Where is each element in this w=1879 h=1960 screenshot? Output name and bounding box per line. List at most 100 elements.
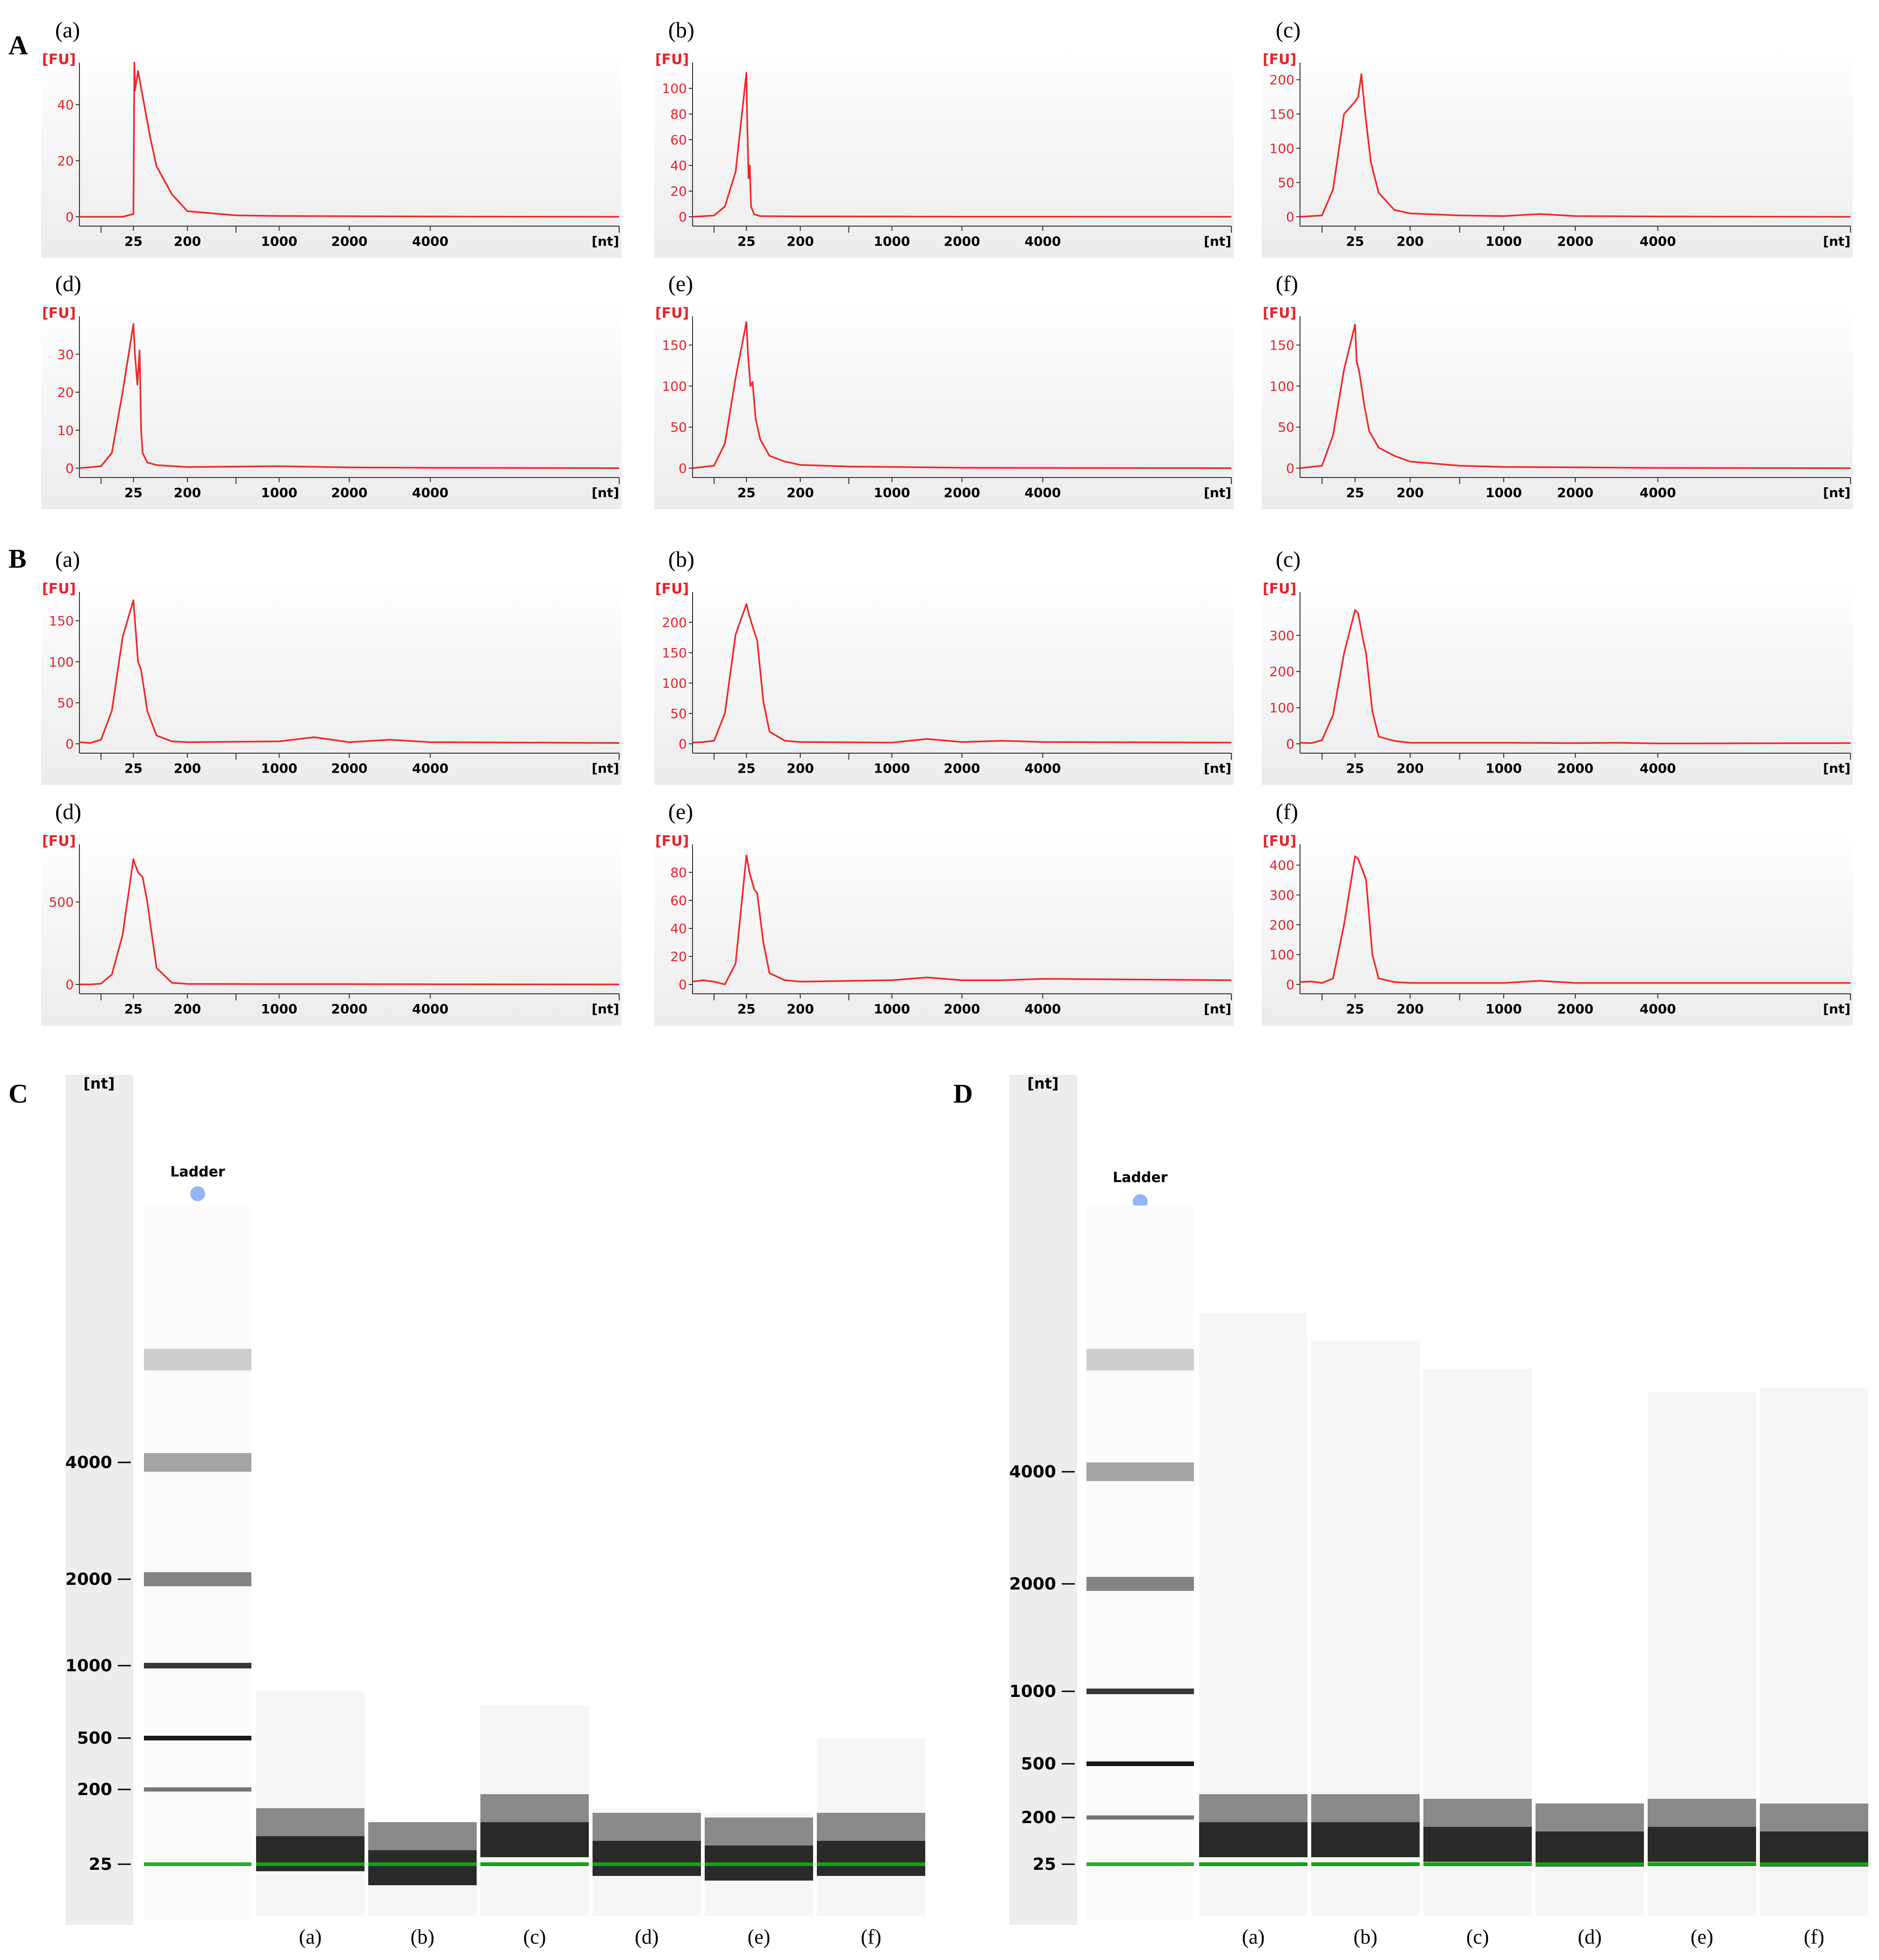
plot-background xyxy=(41,577,622,785)
x-tick-label: 200 xyxy=(786,234,814,249)
subplot-label: (a) xyxy=(55,547,80,572)
x-tick-label: 4000 xyxy=(1024,485,1061,500)
ladder-band xyxy=(144,1787,251,1792)
lane-label: (e) xyxy=(748,1925,771,1948)
x-unit-label: [nt] xyxy=(592,1001,619,1017)
lane-label: (f) xyxy=(1804,1925,1824,1948)
chart-A-c: (c) [FU] 0 50 100 150 200 25 200 1000 2000 4000 [nt] xyxy=(1262,18,1853,258)
ladder-band xyxy=(144,1453,251,1472)
x-tick-label: 25 xyxy=(1346,234,1364,249)
sample-smear xyxy=(480,1794,589,1822)
y-tick-label: 150 xyxy=(1270,337,1294,353)
x-tick-label: 2000 xyxy=(1557,234,1593,249)
x-tick-label: 25 xyxy=(737,485,756,500)
series-line xyxy=(1300,323,1851,469)
subplot-label: (f) xyxy=(1276,799,1298,824)
x-tick-label: 4000 xyxy=(1640,485,1676,500)
y-tick-label: 80 xyxy=(670,865,687,880)
x-tick-label: 4000 xyxy=(412,234,449,249)
ladder-band xyxy=(144,1572,251,1586)
lane-label: (b) xyxy=(1353,1925,1377,1948)
y-tick-label: 100 xyxy=(662,81,687,96)
gel-unit-label: [nt] xyxy=(83,1075,114,1092)
x-unit-label: [nt] xyxy=(1823,761,1850,776)
sample-smear xyxy=(1199,1794,1307,1822)
x-tick-label: 1000 xyxy=(1486,234,1522,249)
x-unit-label: [nt] xyxy=(1204,234,1231,249)
y-tick-label: 0 xyxy=(1286,461,1294,476)
gel-C: [nt] 4000 2000 1000 500 200 25 Ladder (a) (b) (c) (… xyxy=(65,1075,925,1948)
y-tick-label: 0 xyxy=(679,461,687,476)
marker-band xyxy=(593,1862,701,1866)
y-tick-label: 30 xyxy=(57,347,74,362)
sample-smear xyxy=(256,1808,364,1836)
y-tick-label: 0 xyxy=(679,736,687,752)
series-line xyxy=(1300,609,1851,744)
plot-background xyxy=(654,829,1234,1026)
chart-A-d: (d) [FU] 0 10 20 30 25 200 1000 2000 4000 [nt] xyxy=(41,271,622,509)
y-tick-label: 0 xyxy=(1286,736,1294,752)
x-unit-label: [nt] xyxy=(592,234,619,249)
y-tick-label: 300 xyxy=(1270,888,1294,903)
subplot-label: (d) xyxy=(55,799,81,824)
y-tick-label: 100 xyxy=(1270,141,1294,156)
x-tick-label: 1000 xyxy=(874,234,910,249)
x-tick-label: 25 xyxy=(737,761,756,776)
sample-band xyxy=(1199,1822,1307,1857)
ladder-band xyxy=(144,1349,251,1370)
subplot-label: (b) xyxy=(668,18,694,43)
y-tick-label: 20 xyxy=(670,949,687,964)
y-tick-label: 0 xyxy=(65,209,74,225)
sample-smear xyxy=(368,1822,477,1850)
lane-label: (b) xyxy=(410,1925,434,1948)
size-scale-strip xyxy=(65,1075,133,1925)
y-tick-label: 200 xyxy=(1270,917,1294,933)
chart-B-b: (b) [FU] 0 50 100 150 200 25 200 1000 2000 4000 [nt] xyxy=(654,547,1234,785)
x-tick-label: 2000 xyxy=(331,234,368,249)
x-tick-label: 1000 xyxy=(874,761,910,776)
marker-band xyxy=(368,1862,477,1866)
gel-images: [nt] 4000 2000 1000 500 200 25 Ladder (a) (b) (c) (… xyxy=(65,1075,1868,1948)
x-tick-label: 25 xyxy=(737,1001,756,1017)
x-tick-label: 4000 xyxy=(1024,1001,1061,1017)
series-line xyxy=(1300,855,1850,984)
x-unit-label: [nt] xyxy=(1823,1001,1850,1017)
y-tick-label: 40 xyxy=(670,158,687,173)
lane-label: (c) xyxy=(1466,1925,1489,1948)
sample-smear xyxy=(705,1817,813,1846)
y-tick-label: 60 xyxy=(670,132,687,148)
y-tick-label: 200 xyxy=(662,615,687,630)
panel-label-B: B xyxy=(8,543,27,574)
sample-band xyxy=(1311,1822,1420,1857)
sample-smear xyxy=(1423,1799,1532,1827)
lane-label: (a) xyxy=(1242,1925,1265,1948)
y-unit-label: [FU] xyxy=(42,581,76,597)
y-unit-label: [FU] xyxy=(42,305,76,321)
x-unit-label: [nt] xyxy=(592,761,619,776)
plot-background xyxy=(654,48,1234,258)
series-line xyxy=(692,603,1232,744)
x-tick-label: 1000 xyxy=(874,485,910,500)
sample-smear xyxy=(817,1813,925,1841)
subplot-label: (e) xyxy=(668,799,693,824)
x-unit-label: [nt] xyxy=(1823,234,1850,249)
plot-background xyxy=(654,577,1234,785)
subplot-label: (f) xyxy=(1276,271,1298,296)
chart-A-e: (e) [FU] 0 50 100 150 25 200 1000 2000 4000 [nt] xyxy=(654,271,1234,509)
y-tick-label: 50 xyxy=(670,420,687,435)
sample-smear xyxy=(1536,1803,1644,1832)
sample-band xyxy=(817,1841,925,1876)
y-tick-label: 40 xyxy=(670,921,687,936)
x-tick-label: 4000 xyxy=(412,761,449,776)
chart-B-c: (c) [FU] 0 100 200 300 25 200 1000 2000 4000 [nt] xyxy=(1262,547,1853,785)
y-unit-label: [FU] xyxy=(655,305,689,321)
y-tick-label: 100 xyxy=(1270,378,1294,394)
y-tick-label: 200 xyxy=(1270,664,1294,679)
x-tick-label: 200 xyxy=(786,761,814,776)
y-unit-label: [FU] xyxy=(1263,51,1296,68)
sample-smear xyxy=(593,1813,701,1841)
subplot-label: (a) xyxy=(55,18,80,43)
marker-band xyxy=(1760,1862,1868,1866)
sample-smear xyxy=(1311,1794,1420,1822)
gel-D: [nt] 4000 2000 1000 500 200 25 Ladder (a) (b) (c) (… xyxy=(1009,1075,1868,1948)
